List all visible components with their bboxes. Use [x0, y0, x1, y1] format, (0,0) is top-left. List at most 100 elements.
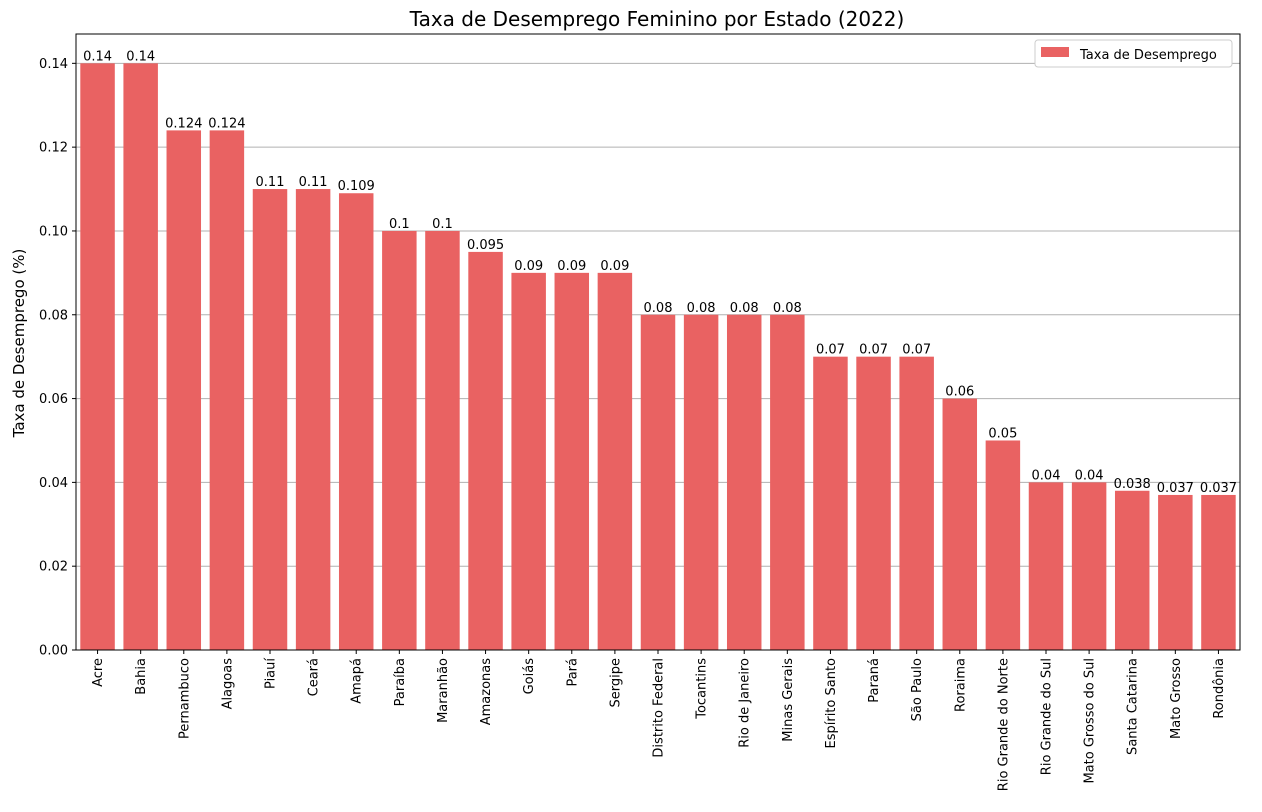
- x-tick-label: Paraíba: [393, 658, 408, 706]
- bar-value-label: 0.09: [514, 259, 543, 274]
- bar: [123, 63, 158, 651]
- x-tick-label: São Paulo: [910, 658, 925, 721]
- bar-value-label: 0.08: [773, 301, 802, 316]
- bar-value-label: 0.08: [730, 301, 759, 316]
- bar: [942, 398, 978, 650]
- legend-swatch: [1041, 47, 1069, 57]
- bar: [813, 356, 848, 650]
- bar: [554, 272, 590, 650]
- y-tick-label: 0.02: [39, 560, 68, 575]
- x-tick-label: Rondônia: [1212, 658, 1227, 719]
- bar-value-label: 0.07: [859, 343, 888, 358]
- bar: [425, 230, 460, 650]
- x-tick-label: Rio de Janeiro: [738, 658, 753, 748]
- bar-value-label: 0.09: [600, 259, 629, 274]
- x-tick-label: Roraima: [953, 658, 968, 712]
- y-tick-label: 0.00: [39, 644, 68, 659]
- bar: [1071, 482, 1107, 650]
- x-tick-label: Paraná: [867, 658, 882, 703]
- bar-value-label: 0.124: [208, 116, 245, 131]
- x-tick-label: Distrito Federal: [652, 658, 667, 758]
- bar-value-label: 0.109: [338, 179, 375, 194]
- bar: [295, 189, 331, 651]
- bar-value-label: 0.038: [1114, 477, 1151, 492]
- bar-value-label: 0.1: [389, 217, 410, 232]
- bar: [856, 356, 891, 650]
- chart-title: Taxa de Desemprego Feminino por Estado (…: [409, 7, 905, 31]
- bar: [252, 189, 288, 651]
- bar-value-label: 0.09: [557, 259, 586, 274]
- x-tick-label: Tocantins: [695, 658, 710, 720]
- bar: [1028, 482, 1064, 650]
- bar-value-label: 0.037: [1200, 481, 1237, 496]
- bar-value-label: 0.14: [83, 49, 112, 64]
- y-tick-label: 0.14: [39, 57, 68, 72]
- bar-value-label: 0.124: [165, 116, 202, 131]
- data-labels: 0.14 0.14 0.124 0.124 0.11 0.11 0.109 0.1 0.1 0.0…: [83, 49, 1237, 496]
- axes: 0.00 0.02 0.04 0.06 0.08 0.10 0.12 0.14 Acre Bahi…: [39, 33, 1241, 791]
- x-tick-label: Acre: [91, 658, 106, 687]
- x-tick-label: Piauí: [264, 658, 279, 689]
- x-tick-label: Santa Catarina: [1126, 658, 1141, 755]
- bar-value-label: 0.05: [988, 426, 1017, 441]
- x-tick-label: Rio Grande do Sul: [1040, 658, 1055, 775]
- bar: [1201, 494, 1236, 650]
- bar: [166, 130, 202, 650]
- x-tick-label: Rio Grande do Norte: [996, 658, 1011, 791]
- x-tick-label: Bahia: [134, 658, 149, 695]
- x-tick-label: Mato Grosso do Sul: [1083, 658, 1098, 784]
- x-tick-label: Goiás: [522, 658, 537, 695]
- y-tick-label: 0.10: [39, 224, 68, 239]
- legend: Taxa de Desemprego: [1034, 39, 1233, 68]
- x-tick-label: Ceará: [307, 658, 322, 696]
- bar: [80, 63, 115, 651]
- bar-value-label: 0.08: [644, 301, 673, 316]
- bar-value-label: 0.14: [126, 49, 155, 64]
- bar: [683, 314, 719, 650]
- bar: [985, 440, 1021, 650]
- bar: [382, 230, 417, 650]
- x-tick-label: Amapá: [350, 658, 365, 704]
- bar: [1158, 494, 1193, 650]
- bar: [338, 193, 374, 650]
- bar: [899, 356, 934, 650]
- bar: [209, 130, 245, 650]
- x-tick-label: Espírito Santo: [824, 658, 839, 749]
- x-tick-label: Maranhão: [436, 658, 451, 723]
- legend-label: Taxa de Desemprego: [1079, 48, 1217, 63]
- bar: [597, 272, 633, 650]
- bar-value-label: 0.07: [902, 343, 931, 358]
- x-tick-label: Amazonas: [479, 658, 494, 726]
- bar: [640, 314, 676, 650]
- bar-value-label: 0.06: [945, 385, 974, 400]
- bar: [1114, 490, 1150, 650]
- bar-value-label: 0.08: [687, 301, 716, 316]
- y-axis-label: Taxa de Desemprego (%): [10, 249, 28, 439]
- x-tick-label: Mato Grosso: [1169, 658, 1184, 739]
- x-tick-label: Sergipe: [608, 658, 623, 707]
- bar: [726, 314, 762, 650]
- bar: [511, 272, 546, 650]
- x-tick-label: Minas Gerais: [781, 658, 796, 742]
- y-tick-label: 0.08: [39, 308, 68, 323]
- plot-frame: [75, 33, 1241, 651]
- bar: [770, 314, 805, 650]
- x-tick-label: Pará: [565, 658, 580, 687]
- y-tick-label: 0.12: [39, 141, 68, 156]
- bar-value-label: 0.037: [1157, 481, 1194, 496]
- x-tick-label: Alagoas: [220, 658, 235, 710]
- bar-value-label: 0.1: [432, 217, 453, 232]
- bars: [80, 63, 1236, 651]
- x-tick-label: Pernambuco: [177, 658, 192, 739]
- bar-value-label: 0.095: [467, 238, 504, 253]
- legend-box: [1034, 39, 1233, 68]
- bar-value-label: 0.11: [299, 175, 328, 190]
- bar-value-label: 0.07: [816, 343, 845, 358]
- bar-value-label: 0.04: [1032, 468, 1061, 483]
- bar-value-label: 0.04: [1075, 468, 1104, 483]
- bar: [468, 251, 503, 650]
- y-tick-label: 0.06: [39, 392, 68, 407]
- y-tick-label: 0.04: [39, 476, 68, 491]
